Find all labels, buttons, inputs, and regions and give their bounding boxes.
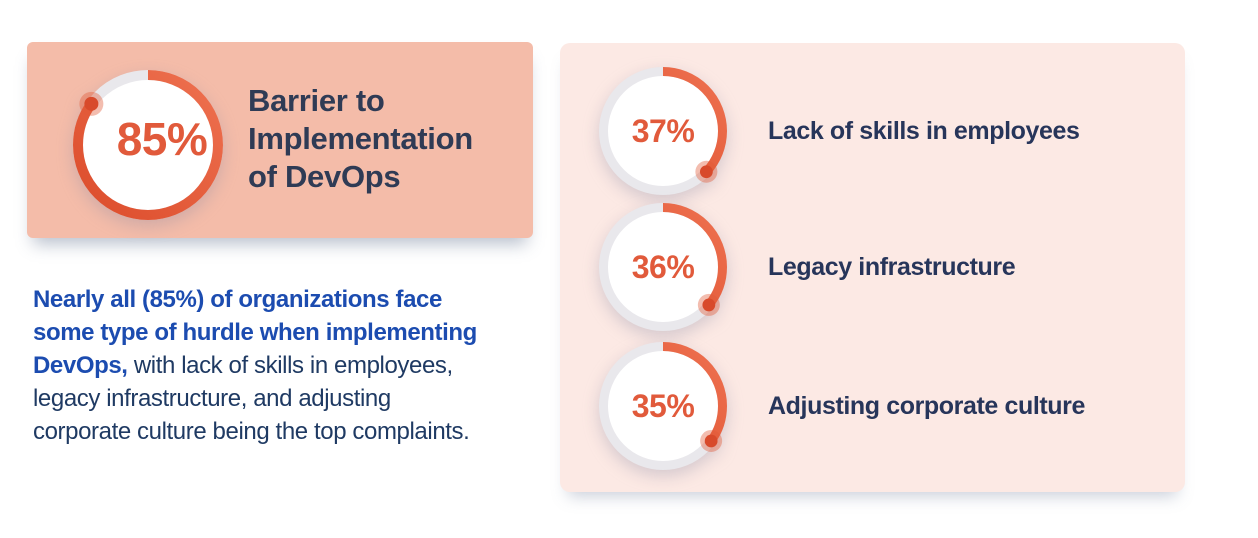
gauge-dot [84,96,99,111]
percent-label: 37% [631,112,695,149]
percent-label: 36% [631,248,695,285]
hero-card: 85% Barrier to Implementation of DevOps [27,42,533,238]
gauge-arc [599,342,727,470]
summary-rest: with lack of skills in employees, legacy… [33,352,470,445]
summary-text: Nearly all (85%) of organizations face s… [33,283,593,448]
gauge-dot [702,298,716,312]
gauge-inner-circle [607,211,719,323]
percent-label: 85% [116,113,208,165]
gauge-arc [73,70,223,220]
gauge-inner-circle [82,79,214,211]
gauge-arc [599,203,727,331]
gauge-dot [699,165,713,179]
barriers-panel: 37% Lack of skills in employees 36% Lega… [560,43,1185,492]
gauge-arc [599,67,727,195]
gauge-dot [704,434,718,448]
summary-highlight: Nearly all (85%) of organizations face s… [33,286,477,379]
hero-title: Barrier to Implementation of DevOps [248,83,473,194]
barrier-label: Lack of skills in employees [768,117,1080,145]
barrier-label: Adjusting corporate culture [768,392,1086,420]
percent-label: 35% [631,387,695,424]
gauge-inner-circle [607,75,719,187]
barrier-gauge-36: 36% [585,189,741,345]
barrier-gauge-37: 37% [585,53,741,209]
barrier-label: Legacy infrastructure [768,253,1016,281]
hero-gauge-85: 85% [57,54,239,236]
barrier-gauge-35: 35% [585,328,741,484]
gauge-inner-circle [607,350,719,462]
